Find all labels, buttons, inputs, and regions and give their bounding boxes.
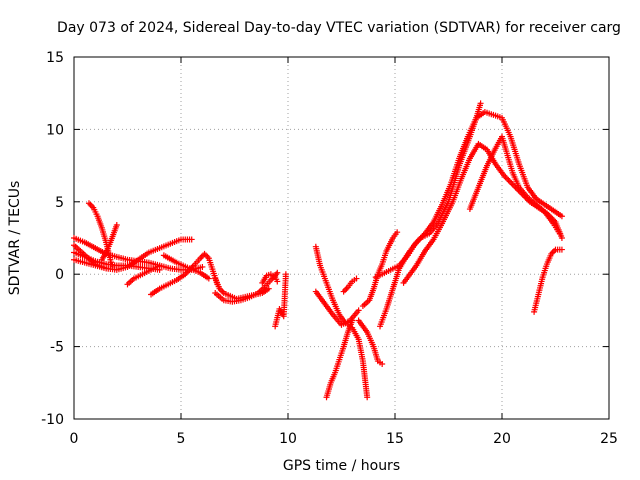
data-point [558, 235, 565, 241]
data-point [379, 360, 386, 367]
data-point [282, 271, 289, 278]
x-tick-label: 5 [177, 431, 186, 447]
series-track-d [71, 242, 110, 272]
series-track-x [466, 133, 563, 237]
data-point [509, 181, 516, 188]
data-point [558, 246, 565, 253]
plot-frame [73, 56, 610, 420]
x-axis-label: GPS time / hours [283, 458, 400, 474]
data-point [201, 250, 208, 257]
y-axis-label: SDTVAR / TECUs [7, 181, 23, 296]
series-track-q [349, 324, 371, 401]
series-track-r [355, 317, 386, 367]
data-point [109, 263, 116, 270]
series-track-w [400, 140, 565, 286]
series-track-o [312, 288, 362, 328]
series-track-t [340, 275, 360, 295]
x-tick-label: 10 [279, 431, 297, 447]
y-tick-label: 5 [55, 195, 64, 211]
data-point [394, 229, 401, 236]
series-track-v [377, 109, 565, 330]
y-tick-label: -5 [50, 340, 64, 356]
data-point [355, 307, 362, 314]
series-track-i [160, 252, 212, 282]
data-point [205, 275, 212, 282]
x-tick-label: 20 [493, 431, 511, 447]
data-point [364, 394, 371, 401]
x-tick-label: 0 [70, 431, 79, 447]
data-point [558, 213, 565, 220]
data-point [199, 263, 206, 270]
data-point [113, 221, 120, 228]
data-point [274, 278, 281, 285]
y-tick-label: 10 [46, 122, 64, 138]
data-point [505, 177, 512, 184]
data-point [353, 275, 360, 282]
series-track-u [372, 100, 484, 281]
series-track-p [323, 317, 356, 401]
series-track-f [98, 221, 120, 263]
data-point [202, 252, 209, 259]
y-tick-label: 0 [55, 267, 64, 283]
series-track-h [148, 250, 221, 298]
x-tick-label: 25 [600, 431, 618, 447]
series-track-g [124, 262, 163, 288]
data-point [340, 288, 347, 295]
series-track-m [272, 271, 289, 330]
data-markers [71, 100, 565, 401]
y-tick-label: -10 [41, 412, 64, 428]
data-point [343, 285, 350, 292]
data-point [198, 253, 205, 260]
data-point [103, 265, 110, 272]
data-point [269, 275, 276, 282]
data-point [551, 248, 558, 255]
data-point [503, 175, 510, 182]
data-point [477, 100, 484, 107]
grid-lines [74, 57, 609, 419]
data-point [87, 201, 94, 208]
series-track-l [259, 271, 281, 286]
data-point [85, 200, 92, 207]
axis-ticks: 0 5 10 15 20 25 -10 -5 0 5 10 15 [41, 50, 618, 447]
data-point [506, 178, 513, 185]
series-track-y [531, 246, 565, 315]
data-point [556, 230, 563, 237]
data-point [265, 285, 272, 292]
data-point [349, 317, 356, 324]
x-tick-label: 15 [386, 431, 404, 447]
y-tick-label: 15 [46, 50, 64, 66]
data-point [342, 287, 349, 294]
data-point [156, 262, 163, 269]
data-point [188, 236, 195, 243]
chart-title: Day 073 of 2024, Sidereal Day-to-day VTE… [57, 20, 621, 36]
data-point [274, 269, 281, 276]
